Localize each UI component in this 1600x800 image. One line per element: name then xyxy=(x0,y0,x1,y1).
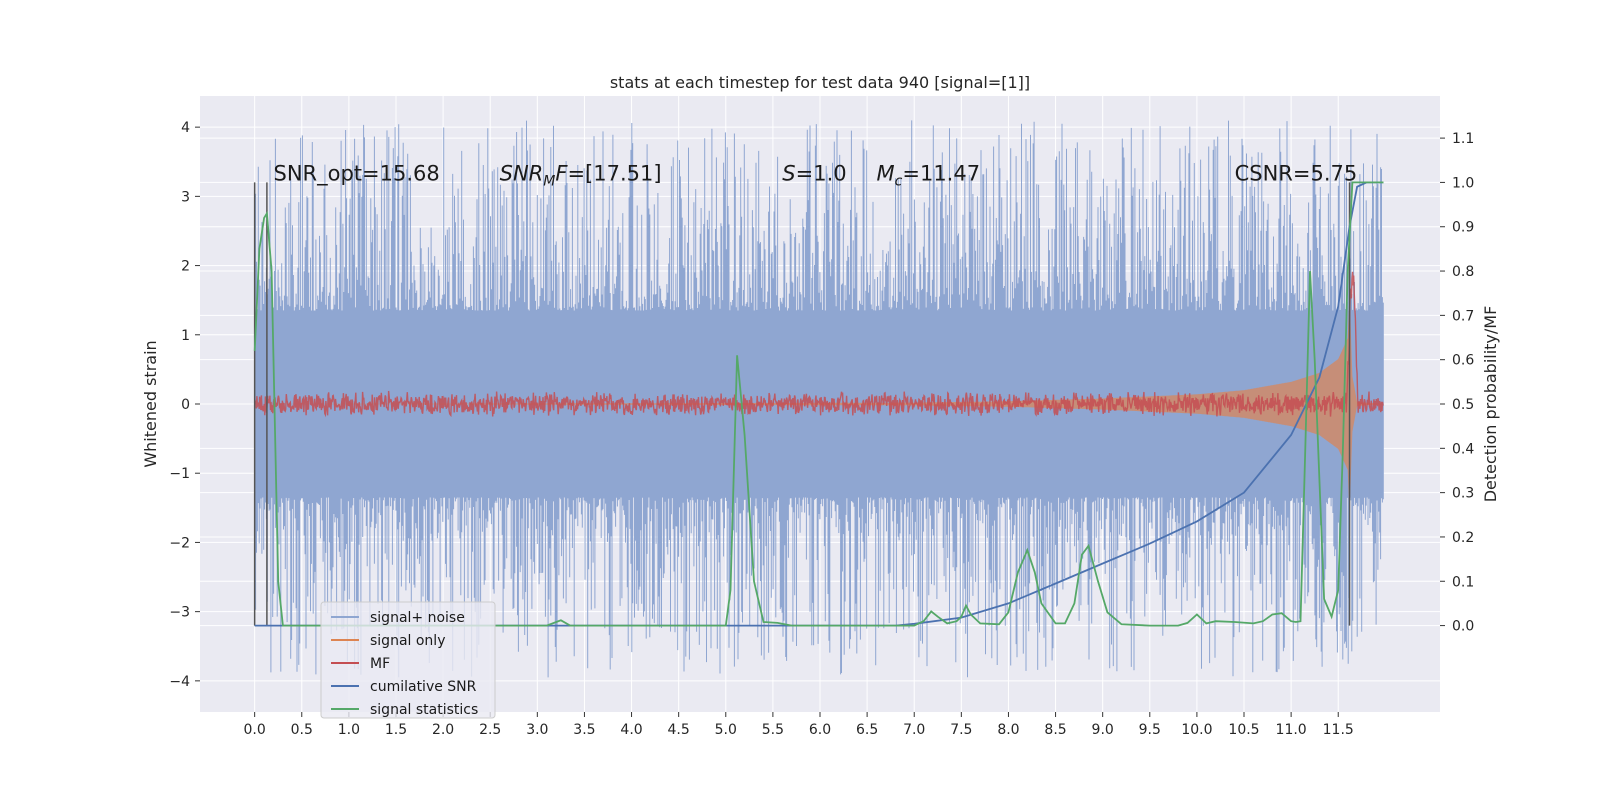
y2-tick-label: 0.5 xyxy=(1452,397,1474,413)
x-tick-label: 0.5 xyxy=(291,722,313,738)
y2-tick-label: 0.0 xyxy=(1452,619,1474,635)
legend-label: cumilative SNR xyxy=(370,679,477,695)
y-tick-label: 3 xyxy=(181,189,190,205)
y-tick-label: −2 xyxy=(169,535,190,551)
x-tick-label: 3.0 xyxy=(526,722,548,738)
legend-label: signal+ noise xyxy=(370,610,465,626)
y-axis-left: 4 3 2 1 0 −1 −2 −3 −4 xyxy=(169,120,200,690)
annotation-1: SNRMF=[17.51] xyxy=(500,161,662,189)
y2-tick-label: 0.3 xyxy=(1452,486,1474,502)
y-tick-label: −1 xyxy=(169,466,190,482)
y2-tick-label: 0.6 xyxy=(1452,353,1474,369)
legend-label: MF xyxy=(370,656,390,672)
x-tick-label: 1.0 xyxy=(338,722,360,738)
signal-only-envelope xyxy=(254,293,1384,515)
x-tick-label: 3.5 xyxy=(573,722,595,738)
x-tick-label: 7.0 xyxy=(903,722,925,738)
y-tick-label: 0 xyxy=(181,397,190,413)
x-tick-label: 10.5 xyxy=(1228,722,1259,738)
x-tick-label: 8.0 xyxy=(997,722,1019,738)
legend-label: signal only xyxy=(370,633,445,649)
x-tick-label: 1.5 xyxy=(385,722,407,738)
annotation-2: S=1.0 xyxy=(782,161,846,185)
cumulative-snr-line xyxy=(254,181,1384,627)
vertical-lines xyxy=(253,182,1351,626)
x-tick-label: 5.0 xyxy=(715,722,737,738)
legend-label: signal statistics xyxy=(370,702,478,718)
y-tick-label: 1 xyxy=(181,328,190,344)
legend-box xyxy=(320,601,496,719)
x-tick-label: 4.0 xyxy=(620,722,642,738)
legend: signal+ noise signal only MF cumilative SNR… xyxy=(320,601,496,719)
x-tick-label: 6.5 xyxy=(856,722,878,738)
y2-tick-label: 1.1 xyxy=(1452,131,1474,147)
y2-tick-label: 0.8 xyxy=(1452,264,1474,280)
x-tick-label: 9.0 xyxy=(1092,722,1114,738)
x-tick-label: 2.5 xyxy=(479,722,501,738)
signal-statistics-line xyxy=(253,181,1384,627)
x-tick-label: 11.0 xyxy=(1276,722,1307,738)
y-tick-label: 2 xyxy=(181,259,190,275)
y-axis-label: Whitened strain xyxy=(141,340,160,467)
x-tick-label: 0.0 xyxy=(244,722,266,738)
mf-line xyxy=(254,271,1384,418)
x-tick-label: 9.5 xyxy=(1139,722,1161,738)
x-tick-label: 2.0 xyxy=(432,722,454,738)
series-signal-only xyxy=(254,293,1384,515)
x-tick-label: 7.5 xyxy=(950,722,972,738)
y2-axis-label: Detection probability/MF xyxy=(1481,306,1500,503)
annotation-4: CSNR=5.75 xyxy=(1235,161,1358,185)
y2-tick-label: 0.7 xyxy=(1452,308,1474,324)
series-signal-statistics xyxy=(253,181,1384,627)
annotation-3: Mc=11.47 xyxy=(877,161,981,189)
y2-tick-label: 0.1 xyxy=(1452,574,1474,590)
y2-tick-label: 0.2 xyxy=(1452,530,1474,546)
y-tick-label: 4 xyxy=(181,120,190,136)
x-tick-label: 11.5 xyxy=(1323,722,1354,738)
series-cumulative-snr xyxy=(254,181,1384,627)
series-mf xyxy=(254,271,1384,418)
x-axis: 0.0 0.5 1.0 1.5 2.0 2.5 3.0 3.5 4.0 4.5 5.0 5.5 6.0 6… xyxy=(244,712,1354,738)
y2-tick-label: 0.4 xyxy=(1452,441,1474,457)
plot-content xyxy=(253,120,1384,678)
annotation-0: SNR_opt=15.68 xyxy=(273,161,439,186)
y2-tick-label: 0.9 xyxy=(1452,220,1474,236)
x-tick-label: 6.0 xyxy=(809,722,831,738)
y-tick-label: −4 xyxy=(169,674,190,690)
y-tick-label: −3 xyxy=(169,605,190,621)
annotations: SNR_opt=15.68 SNRMF=[17.51] S=1.0 Mc=11.47 C… xyxy=(273,161,1357,189)
chart-title: stats at each timestep for test data 940… xyxy=(610,73,1030,92)
x-tick-label: 8.5 xyxy=(1044,722,1066,738)
x-tick-label: 10.0 xyxy=(1181,722,1212,738)
x-tick-label: 4.5 xyxy=(668,722,690,738)
x-tick-label: 5.5 xyxy=(762,722,784,738)
y2-tick-label: 1.0 xyxy=(1452,175,1474,191)
y-axis-right: 1.1 1.0 0.9 0.8 0.7 0.6 0.5 0.4 0.3 0.2 0.1 0.0 xyxy=(1440,131,1474,635)
